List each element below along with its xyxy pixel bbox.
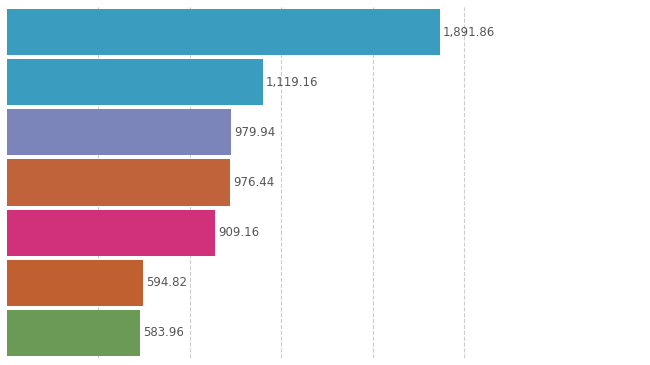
Bar <box>6 210 214 256</box>
Text: 594.82: 594.82 <box>146 276 187 289</box>
Text: 1,119.16: 1,119.16 <box>266 76 318 89</box>
Text: 979.94: 979.94 <box>234 126 276 139</box>
Bar <box>6 110 231 155</box>
Bar <box>6 310 140 356</box>
Bar <box>6 160 230 205</box>
Bar <box>6 9 439 55</box>
Text: 909.16: 909.16 <box>218 226 259 239</box>
Bar <box>6 59 263 105</box>
Bar <box>6 260 142 306</box>
Text: 1,891.86: 1,891.86 <box>443 26 495 39</box>
Text: 583.96: 583.96 <box>144 326 185 339</box>
Text: 976.44: 976.44 <box>233 176 275 189</box>
